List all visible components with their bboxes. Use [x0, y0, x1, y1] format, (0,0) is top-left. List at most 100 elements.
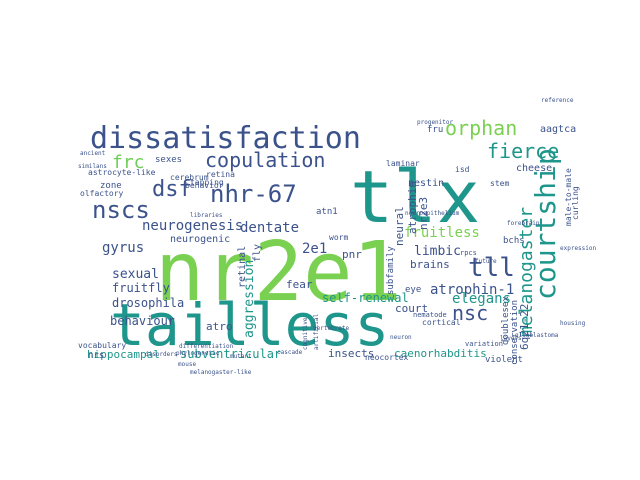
word-vertebrate: vertebrate: [313, 325, 350, 332]
word-court: court: [395, 302, 428, 315]
word-male-to-male: male-to-male: [564, 168, 573, 226]
word-frc: frc: [112, 152, 145, 173]
word-sexes: sexes: [155, 155, 182, 165]
word-nr2e1: nr2e1: [155, 225, 402, 320]
word-gyrus: gyrus: [102, 240, 144, 256]
word-tailless: tailless: [110, 291, 389, 359]
word-aggression: aggression: [242, 260, 257, 338]
word-isd: isd: [455, 165, 470, 174]
word-curling: curling: [571, 186, 580, 220]
word-brains: brains: [410, 258, 450, 271]
word-aagtca: aagtca: [540, 124, 576, 135]
word-expression: expression: [560, 245, 597, 252]
word-dissatisfaction: dissatisfaction: [90, 121, 361, 156]
word-ancient: ancient: [80, 150, 106, 157]
word-nestin: nestin: [408, 178, 444, 189]
word-dsf: dsf: [152, 177, 192, 202]
word-retinal: retinal: [237, 246, 248, 288]
word-layers: layers: [500, 335, 522, 342]
word-2e1: 2e1: [302, 241, 327, 257]
word-neuron: neuron: [390, 334, 412, 341]
word-tll: tll: [468, 253, 515, 283]
word-laminar: laminar: [386, 159, 420, 168]
word-worm: worm: [329, 233, 348, 242]
word-drosophila: drosophila: [112, 296, 184, 310]
word-artificial: artificial: [313, 313, 320, 350]
word-reference: reference: [541, 97, 574, 104]
word-housing: housing: [560, 320, 586, 327]
word-cerebrum: cerebrum: [170, 173, 209, 182]
word-variation: variation: [465, 340, 503, 348]
word-hippocampal: hippocampal: [87, 348, 160, 361]
word-similans: similans: [78, 163, 107, 170]
word-behaviour: behaviour: [110, 314, 175, 328]
word-fly: fly: [252, 244, 263, 262]
word-bchs: bchs: [503, 236, 525, 246]
word-caenorhabditis: caenorhabditis: [394, 347, 487, 360]
word-courtship: courtship: [529, 148, 562, 300]
word-violent: violent: [485, 355, 523, 365]
word-tapping: tapping: [190, 178, 224, 187]
word-eye: eye: [405, 285, 421, 295]
word-gliablastoma: gliablastoma: [515, 332, 559, 339]
word-limbic: limbic: [414, 244, 461, 259]
word-nscs: nscs: [92, 196, 150, 224]
word-disorders: disorders: [145, 351, 178, 358]
word-nsc: nsc: [452, 301, 488, 325]
word-nrs: nrs: [88, 351, 104, 361]
word-olfactory: olfactory: [80, 189, 124, 198]
word-atn1: atn1: [316, 207, 338, 217]
word-cascade: cascade: [277, 349, 303, 356]
word-neurogenesis: neurogenesis: [142, 218, 243, 234]
word-future: future: [475, 258, 497, 265]
word-behavior: behavior: [185, 181, 224, 190]
word-neurogenic: neurogenic: [170, 234, 230, 245]
word-progenitor: progenitor: [417, 119, 454, 126]
word-fear: fear: [286, 278, 313, 291]
word-melanogaster-like: melanogaster-like: [190, 369, 252, 376]
word-tlx: tlx: [350, 155, 480, 239]
word-atrophin-1: atrophin-1: [430, 282, 514, 298]
word-subfamily: subfamily: [386, 246, 396, 295]
word-fruitfly: fruitfly: [112, 281, 170, 295]
word-nr2e3: nr2e3: [417, 197, 430, 230]
word-neural: neural: [393, 206, 406, 246]
word-cheese: cheese: [516, 163, 552, 174]
word-fierce: fierce: [487, 139, 559, 163]
word-differentiation: differentiation: [179, 343, 234, 350]
word-forebrain: forebrain: [507, 220, 540, 227]
word-melanogaster: melanogaster: [516, 207, 537, 337]
word-doublesex: doublesex: [501, 296, 511, 345]
word-cognitive: cognitive: [302, 317, 309, 350]
word-neocortex: neocortex: [365, 353, 409, 362]
word-self-renewal: self-renewal: [322, 291, 409, 305]
word-pnr: pnr: [342, 248, 362, 261]
word-vocabulary: vocabulary: [78, 341, 126, 350]
word-rpcs: rpcs: [460, 249, 477, 257]
word-nematode: nematode: [413, 311, 447, 319]
word-fru: fru: [427, 125, 443, 135]
word-fruitless: fruitless: [404, 225, 480, 241]
word-phylogenetic: phylogenetic: [176, 350, 220, 357]
word-insects: insects: [328, 347, 374, 360]
word-stem: stem: [490, 179, 509, 188]
word-atrophin: atrophin: [406, 181, 419, 234]
word-libraries: libraries: [190, 212, 223, 219]
word-retina: retina: [206, 170, 235, 179]
word-dentate: dentate: [240, 220, 299, 236]
word-astrocyte-like: astrocyte-like: [88, 168, 156, 177]
word-sexual: sexual: [112, 267, 159, 282]
word-6q21-22: 6q21-22: [518, 304, 531, 350]
word-subventricular: subventricular: [180, 347, 281, 361]
word-zone: zone: [100, 181, 122, 191]
word-cortical: cortical: [422, 318, 461, 327]
word-atro: atro: [206, 320, 233, 333]
word-nhr-67: nhr-67: [210, 180, 297, 208]
word-copulation: copulation: [205, 148, 325, 172]
word-orphan: orphan: [445, 116, 517, 140]
word-mouse: mouse: [178, 361, 196, 368]
word-elegans: elegans: [452, 291, 511, 307]
